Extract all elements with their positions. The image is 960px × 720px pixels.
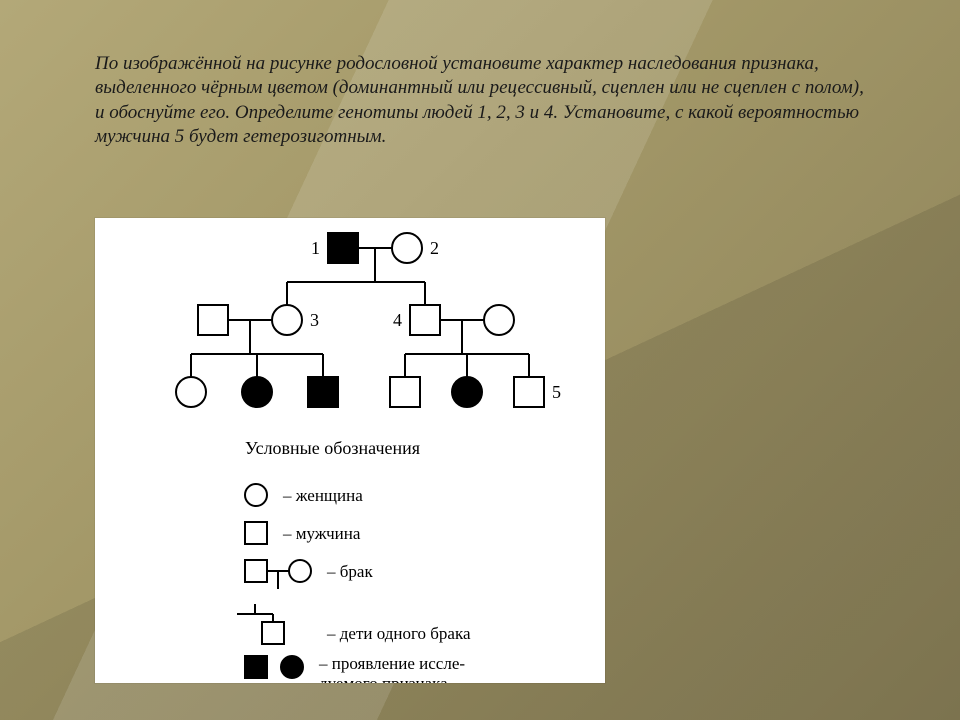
svg-text:1: 1 bbox=[311, 238, 320, 258]
svg-text:– мужчина: – мужчина bbox=[282, 524, 361, 543]
question-text: По изображённой на рисунке родословной у… bbox=[95, 52, 870, 149]
svg-text:5: 5 bbox=[552, 382, 561, 402]
pedigree-figure: 1 2 3 4 5 Условные обозначения – женщина – мужч… bbox=[95, 218, 605, 683]
svg-text:– проявление иссле-: – проявление иссле- bbox=[318, 654, 465, 673]
svg-text:– женщина: – женщина bbox=[282, 486, 363, 505]
pedigree-svg: 1 2 3 4 5 Условные обозначения – женщина – мужч… bbox=[95, 218, 605, 683]
svg-text:Условные обозначения: Условные обозначения bbox=[245, 438, 420, 458]
svg-text:4: 4 bbox=[393, 310, 402, 330]
svg-text:3: 3 bbox=[310, 310, 319, 330]
svg-text:– дети одного брака: – дети одного брака bbox=[326, 624, 471, 643]
svg-text:– брак: – брак bbox=[326, 562, 373, 581]
svg-text:дуемого признака: дуемого признака bbox=[319, 674, 448, 683]
svg-text:2: 2 bbox=[430, 238, 439, 258]
